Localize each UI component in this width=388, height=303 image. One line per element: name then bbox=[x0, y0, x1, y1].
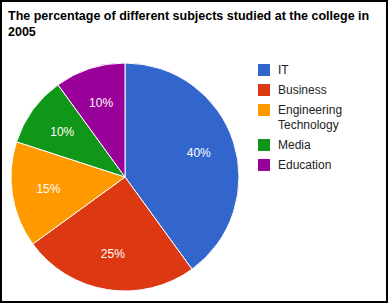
legend-swatch bbox=[258, 84, 270, 96]
data-label: 40% bbox=[187, 146, 211, 160]
text-line: The percentage of different subjects stu… bbox=[8, 9, 369, 23]
legend-label: Business bbox=[278, 83, 327, 97]
legend-label: Education bbox=[278, 158, 331, 172]
slice bbox=[33, 177, 192, 291]
data-label: 15% bbox=[36, 182, 60, 196]
legend-swatch bbox=[258, 64, 270, 76]
text-line: Engineering bbox=[278, 103, 342, 117]
legend-swatch bbox=[258, 139, 270, 151]
title: The percentage of different subjects stu… bbox=[8, 9, 369, 39]
slice bbox=[58, 63, 125, 177]
legend: IT Business EngineeringTechnology Media Educ… bbox=[258, 63, 342, 172]
data-label: 10% bbox=[89, 96, 113, 110]
legend-label: Media bbox=[278, 138, 311, 152]
data-label: 25% bbox=[101, 247, 125, 261]
text-line: Media bbox=[278, 138, 311, 152]
text-line: Business bbox=[278, 83, 327, 97]
text-line: Education bbox=[278, 158, 331, 172]
data-label: 10% bbox=[50, 125, 74, 139]
legend-label: EngineeringTechnology bbox=[278, 103, 342, 132]
legend-swatch bbox=[258, 104, 270, 116]
text-line: IT bbox=[278, 63, 289, 77]
data-labels: 40% 25% 15% 10% 10% bbox=[36, 96, 211, 260]
legend-label: IT bbox=[278, 63, 289, 77]
legend-swatch bbox=[258, 159, 270, 171]
text-line: 2005 bbox=[8, 25, 36, 39]
pie bbox=[11, 63, 239, 291]
text-line: Technology bbox=[278, 118, 339, 132]
chart: The percentage of different subjects stu… bbox=[0, 0, 388, 303]
frame bbox=[1, 1, 387, 302]
